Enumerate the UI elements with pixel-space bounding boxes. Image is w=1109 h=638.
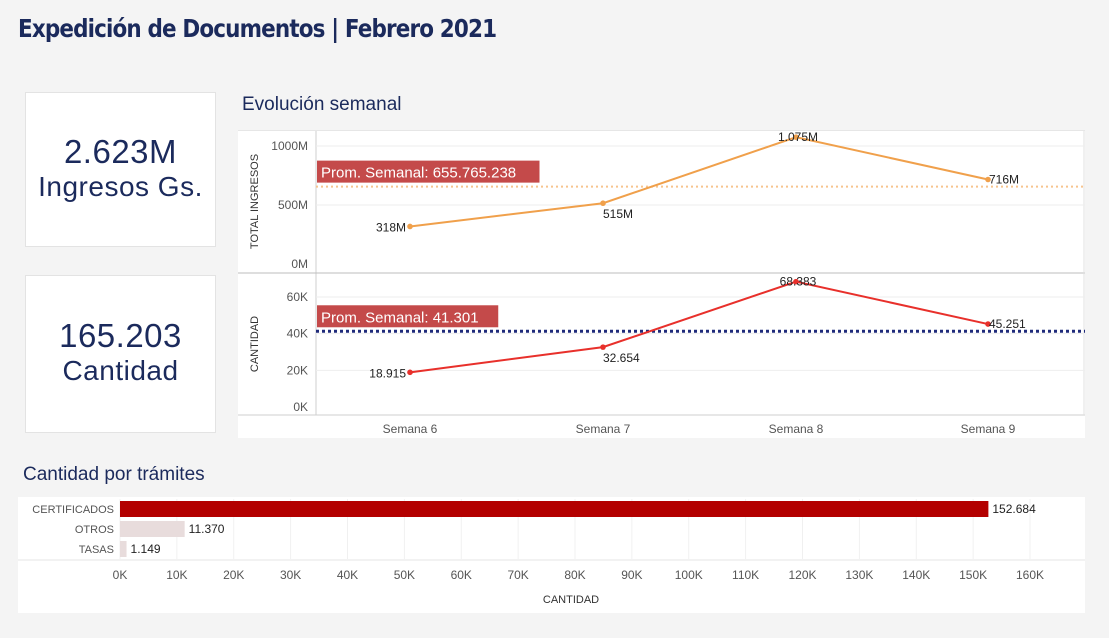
series-line [409,136,989,228]
x-tick-label: 110K [732,568,759,582]
x-tick-label: 120K [788,568,816,582]
x-tick-label: 60K [451,568,472,582]
y-axis-title: TOTAL INGRESOS [249,154,261,249]
category-label: CERTIFICADOS [32,504,114,516]
kpi-card-cantidad: 165.203 Cantidad [25,275,216,433]
y-tick-label: 500M [278,198,308,212]
y-tick-label: 20K [287,363,308,377]
x-tick-label: 150K [959,568,987,582]
bar-value-label: 1.149 [131,542,161,556]
average-label: Prom. Semanal: 655.765.238 [321,165,516,182]
average-label: Prom. Semanal: 41.301 [321,309,479,326]
x-tick-label: Semana 6 [383,422,438,436]
dashboard-title: Expedición de Documentos | Febrero 2021 [18,14,497,43]
x-tick-label: 40K [337,568,358,582]
data-point [985,176,991,183]
bar-value-label: 152.684 [992,502,1036,516]
data-label: 45.251 [989,317,1026,331]
data-label: 18.915 [369,366,406,380]
bar [120,541,127,557]
data-point [793,134,799,140]
bar-value-label: 11.370 [189,522,225,536]
x-tick-label: 160K [1016,568,1044,582]
x-tick-label: 10K [166,568,187,582]
x-tick-label: 90K [621,568,642,582]
average-label-box [317,160,540,183]
y-tick-label: 40K [287,327,308,341]
x-tick-label: 70K [507,568,528,582]
tramites-chart-panel: 0K 10K 20K 30K 40K 50K 60K 70K 80K 90K 100K 110K 120… [18,497,1085,613]
kpi-ingresos-label: Ingresos Gs. [38,171,203,202]
data-point [793,278,799,285]
weekly-chart-title: Evolución semanal [242,94,402,115]
tramites-chart-title: Cantidad por trámites [23,464,205,485]
kpi-cantidad-label: Cantidad [62,355,179,386]
series-line [409,280,989,374]
x-tick-label: 140K [902,568,930,582]
y-tick-label: 60K [287,290,308,304]
kpi-ingresos-value: 2.623M [63,133,178,170]
x-tick-label: 130K [845,568,873,582]
y-tick-label: 0M [291,257,308,271]
x-tick-label: Semana 9 [961,422,1016,436]
kpi-card-ingresos: 2.623M Ingresos Gs. [25,92,216,247]
data-label: 68.383 [780,275,817,289]
data-label: 716M [989,173,1019,187]
data-label: 318M [376,220,406,234]
x-tick-label: 0K [113,568,128,582]
y-tick-label: 0K [293,400,308,414]
x-tick-label: 30K [280,568,301,582]
weekly-chart-panel: 0M 500M 1000M TOTAL INGRESOS Prom. Semanal: … [238,130,1085,438]
y-tick-label: 1000M [271,139,308,153]
weekly-evolution-chart: 0M 500M 1000M TOTAL INGRESOS Prom. Semanal: … [238,130,1085,436]
data-point [407,369,413,376]
data-label: 515M [603,207,633,221]
y-axis-title: CANTIDAD [249,316,261,372]
x-tick-label: Semana 7 [576,422,631,436]
data-point [985,321,991,327]
x-tick-label: 20K [223,568,244,582]
category-label: OTROS [75,524,114,536]
data-point [600,344,606,350]
bar [120,501,989,517]
x-tick-label: 50K [394,568,415,582]
kpi-cantidad-value: 165.203 [59,317,182,354]
category-label: TASAS [79,544,114,556]
x-axis-title: CANTIDAD [543,594,599,606]
tramites-bar-chart: 0K 10K 20K 30K 40K 50K 60K 70K 80K 90K 100K 110K 120… [18,499,1085,606]
data-point [407,223,413,230]
x-tick-label: 100K [675,568,703,582]
data-point [600,200,606,207]
average-label-box [317,305,499,328]
x-tick-label: 80K [564,568,585,582]
data-label: 32.654 [603,351,640,365]
bar [120,521,185,537]
x-tick-label: Semana 8 [769,422,824,436]
data-label: 1.075M [778,130,818,144]
